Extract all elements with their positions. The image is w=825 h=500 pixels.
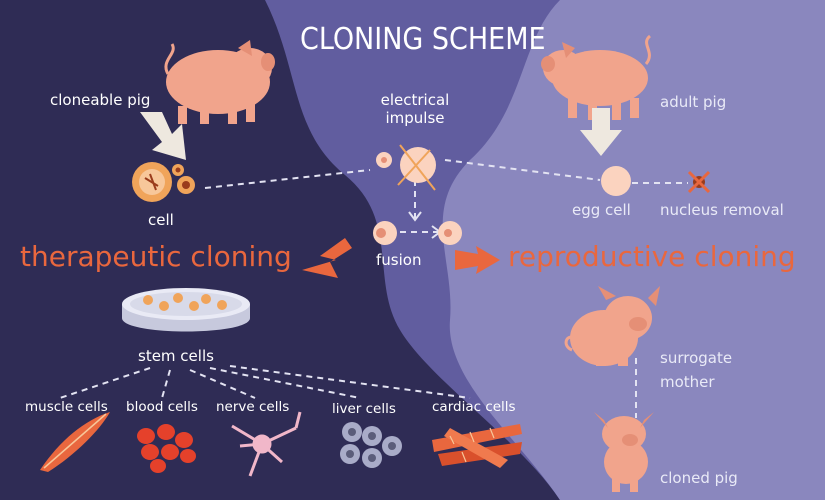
- nucleus-removal-label: nucleus removal: [660, 201, 784, 219]
- cell-cluster-icon: [132, 162, 195, 202]
- electrical-impulse-label-line2: impulse: [385, 109, 445, 127]
- adult-pig-label: adult pig: [660, 93, 727, 111]
- cell-label: cell: [148, 211, 174, 229]
- petri-dish-icon: [122, 288, 250, 332]
- egg-cell-label: egg cell: [572, 201, 631, 219]
- arrow-right-icon: [455, 246, 500, 274]
- nerve-cell-icon: [231, 411, 302, 477]
- arrow-left-icon: [302, 238, 352, 278]
- liver-cells-icon: [340, 422, 402, 468]
- diagram-title: CLONING SCHEME: [300, 22, 546, 57]
- cloned-pig-label: cloned pig: [660, 469, 738, 487]
- dashed-connectors: [59, 159, 688, 418]
- cardiac-cells-icon: [432, 424, 522, 468]
- cloned-pig-icon: [594, 412, 654, 492]
- egg-cell-icon: [601, 166, 631, 196]
- right-region: [442, 0, 825, 500]
- blood-cells-icon: [137, 424, 196, 473]
- fusion-cells-icon: [373, 221, 462, 245]
- liver-cells-label: liver cells: [332, 401, 396, 417]
- muscle-cells-label: muscle cells: [25, 399, 108, 415]
- electrical-impulse-cell-icon: [376, 144, 436, 191]
- muscle-cells-icon: [40, 412, 110, 472]
- blood-cells-label: blood cells: [126, 399, 198, 415]
- stem-cells-label: stem cells: [138, 347, 214, 365]
- fusion-label: fusion: [376, 251, 422, 269]
- surrogate-mother-label-line2: mother: [660, 373, 715, 391]
- arrow-down-icon: [140, 112, 186, 160]
- nerve-cells-label: nerve cells: [216, 399, 290, 415]
- electrical-impulse-label-line1: electrical: [380, 91, 450, 109]
- therapeutic-cloning-label: therapeutic cloning: [20, 240, 292, 273]
- reproductive-cloning-label: reproductive cloning: [508, 240, 796, 273]
- surrogate-mother-pig-icon: [564, 286, 660, 366]
- cloneable-pig-icon: [164, 40, 275, 124]
- cloneable-pig-label: cloneable pig: [50, 91, 151, 109]
- cardiac-cells-label: cardiac cells: [432, 399, 516, 415]
- surrogate-mother-label-line1: surrogate: [660, 349, 733, 367]
- nucleus-removal-icon: [687, 170, 711, 194]
- arrow-down-right-icon: [580, 108, 622, 156]
